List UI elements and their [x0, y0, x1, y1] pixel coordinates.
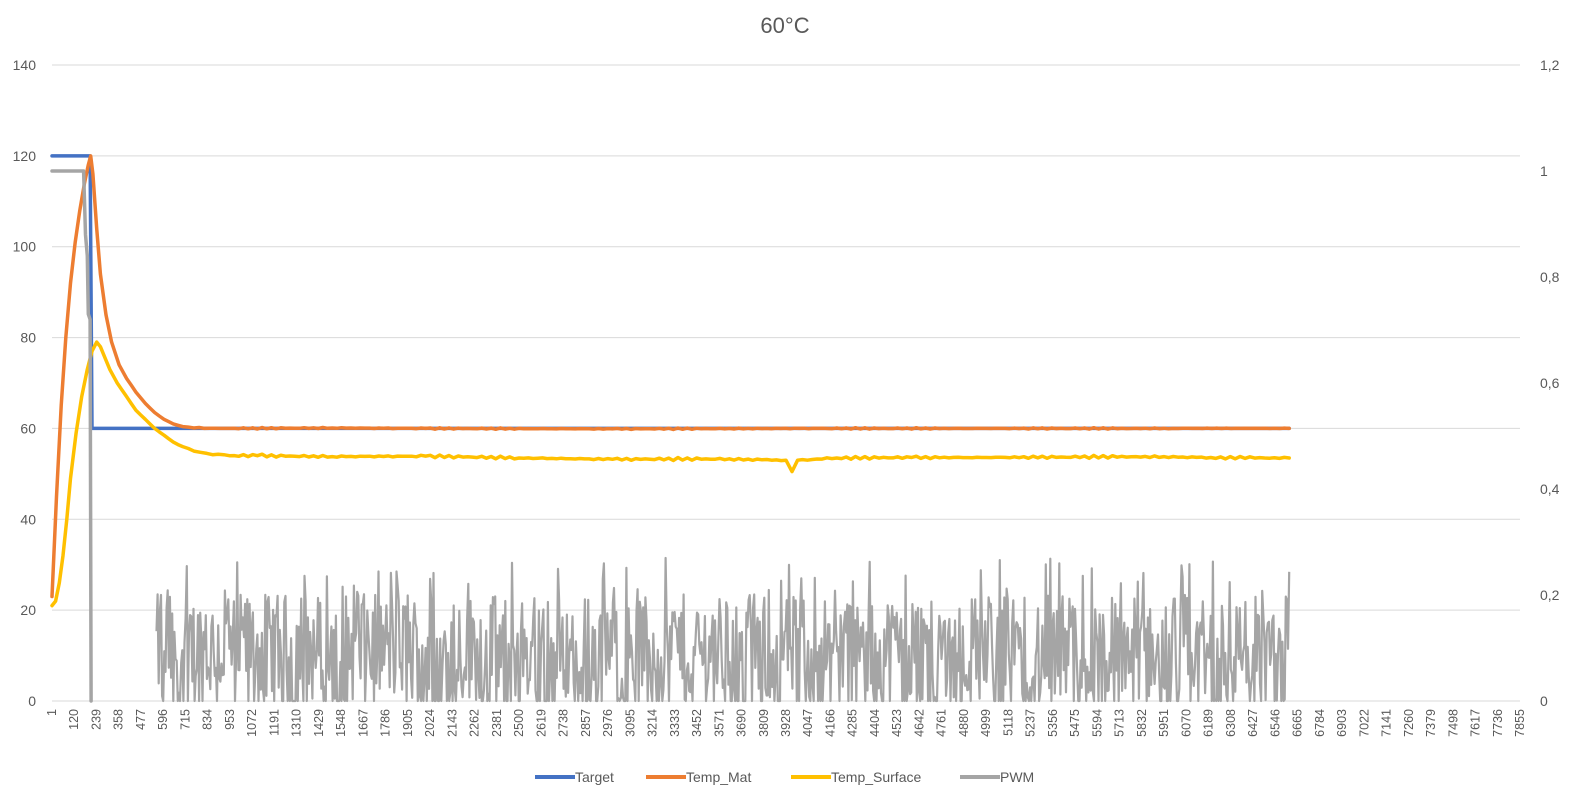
y-right-tick-label: 0: [1540, 693, 1548, 709]
series-temp-mat-line: [50, 154, 1291, 599]
x-tick-label: 834: [201, 709, 215, 730]
x-axis: 1 120 239 358 477 596 715 834 953 1072 1191 1310 142…: [45, 709, 1527, 737]
x-tick-label: 7141: [1380, 709, 1394, 737]
x-tick-label: 2024: [423, 709, 437, 737]
y-right-tick-label: 0,4: [1540, 481, 1560, 497]
x-tick-label: 953: [223, 709, 237, 730]
x-tick-label: 120: [67, 709, 81, 730]
x-tick-label: 2262: [468, 709, 482, 737]
x-tick-label: 3214: [646, 709, 660, 737]
x-tick-label: 1310: [290, 709, 304, 737]
x-tick-label: 3452: [690, 709, 704, 737]
y-left-tick-label: 100: [13, 239, 37, 255]
x-tick-label: 5832: [1135, 709, 1149, 737]
x-tick-label: 1786: [379, 709, 393, 737]
y-left-tick-label: 60: [20, 420, 36, 436]
legend-temp-mat-label: Temp_Mat: [686, 769, 751, 785]
chart-title: 60°C: [760, 13, 809, 38]
x-tick-label: 4166: [823, 709, 837, 737]
legend-temp-surface-label: Temp_Surface: [831, 769, 921, 785]
x-tick-label: 596: [156, 709, 170, 730]
x-tick-label: 1905: [401, 709, 415, 737]
y-right-tick-label: 0,8: [1540, 269, 1560, 285]
x-tick-label: 3928: [779, 709, 793, 737]
series-temp-surface-line: [50, 340, 1291, 608]
x-tick-label: 6070: [1179, 709, 1193, 737]
y-axis-right: 0 0,2 0,4 0,6 0,8 1 1,2: [1540, 57, 1560, 709]
x-tick-label: 2143: [445, 709, 459, 737]
y-right-tick-label: 0,2: [1540, 587, 1560, 603]
x-tick-label: 3690: [735, 709, 749, 737]
x-tick-label: 7617: [1469, 709, 1483, 737]
x-tick-label: 7022: [1357, 709, 1371, 737]
x-tick-label: 7736: [1491, 709, 1505, 737]
y-left-tick-label: 20: [20, 602, 36, 618]
x-tick-label: 5713: [1113, 709, 1127, 737]
x-tick-label: 4404: [868, 709, 882, 737]
x-tick-label: 6427: [1246, 709, 1260, 737]
x-tick-label: 4047: [801, 709, 815, 737]
legend: Target Temp_Mat Temp_Surface PWM: [535, 769, 1034, 785]
x-tick-label: 6903: [1335, 709, 1349, 737]
y-right-tick-label: 0,6: [1540, 375, 1560, 391]
x-tick-label: 3333: [668, 709, 682, 737]
x-tick-label: 1548: [334, 709, 348, 737]
x-tick-label: 7855: [1513, 709, 1527, 737]
x-tick-label: 5356: [1046, 709, 1060, 737]
x-tick-label: 7260: [1402, 709, 1416, 737]
x-tick-label: 2976: [601, 709, 615, 737]
x-tick-label: 6665: [1291, 709, 1305, 737]
x-tick-label: 7379: [1424, 709, 1438, 737]
y-right-tick-label: 1,2: [1540, 57, 1560, 73]
x-tick-label: 358: [112, 709, 126, 730]
x-tick-label: 6308: [1224, 709, 1238, 737]
x-tick-label: 2619: [534, 709, 548, 737]
x-tick-label: 3571: [712, 709, 726, 737]
x-tick-label: 5475: [1068, 709, 1082, 737]
y-axis-left: 0 20 40 60 80 100 120 140: [13, 57, 37, 709]
y-right-tick-label: 1: [1540, 163, 1548, 179]
x-tick-label: 3809: [757, 709, 771, 737]
x-tick-label: 6784: [1313, 709, 1327, 737]
x-tick-label: 4285: [846, 709, 860, 737]
legend-target-label: Target: [575, 769, 614, 785]
y-left-tick-label: 80: [20, 330, 36, 346]
x-tick-label: 5951: [1157, 709, 1171, 737]
y-left-tick-label: 0: [28, 693, 36, 709]
x-tick-label: 239: [89, 709, 103, 730]
x-tick-label: 7498: [1446, 709, 1460, 737]
x-tick-label: 1191: [267, 709, 281, 736]
x-tick-label: 4999: [979, 709, 993, 737]
x-tick-label: 1429: [312, 709, 326, 737]
legend-pwm-label: PWM: [1000, 769, 1034, 785]
series-target-line: [50, 154, 1291, 431]
y-left-tick-label: 140: [13, 57, 37, 73]
x-tick-label: 5118: [1001, 709, 1015, 736]
x-tick-label: 4761: [935, 709, 949, 737]
x-tick-label: 1072: [245, 709, 259, 737]
x-tick-label: 4523: [890, 709, 904, 737]
x-tick-label: 3095: [623, 709, 637, 737]
x-tick-label: 5237: [1024, 709, 1038, 737]
x-tick-label: 2500: [512, 709, 526, 737]
x-tick-label: 2738: [557, 709, 571, 737]
y-left-tick-label: 40: [20, 511, 36, 527]
series-pwm-oscillation: [155, 556, 1291, 703]
y-left-tick-label: 120: [13, 148, 37, 164]
x-tick-label: 477: [134, 709, 148, 730]
x-tick-label: 1: [45, 709, 59, 716]
x-tick-label: 4880: [957, 709, 971, 737]
x-tick-label: 2381: [490, 709, 504, 737]
x-tick-label: 715: [178, 709, 192, 730]
x-tick-label: 4642: [912, 709, 926, 737]
series-pwm-line: [50, 169, 93, 703]
x-tick-label: 6189: [1202, 709, 1216, 737]
x-tick-label: 2857: [579, 709, 593, 737]
x-tick-label: 6546: [1268, 709, 1282, 737]
x-tick-label: 5594: [1090, 709, 1104, 737]
plot-area: [50, 154, 1291, 703]
x-tick-label: 1667: [356, 709, 370, 737]
